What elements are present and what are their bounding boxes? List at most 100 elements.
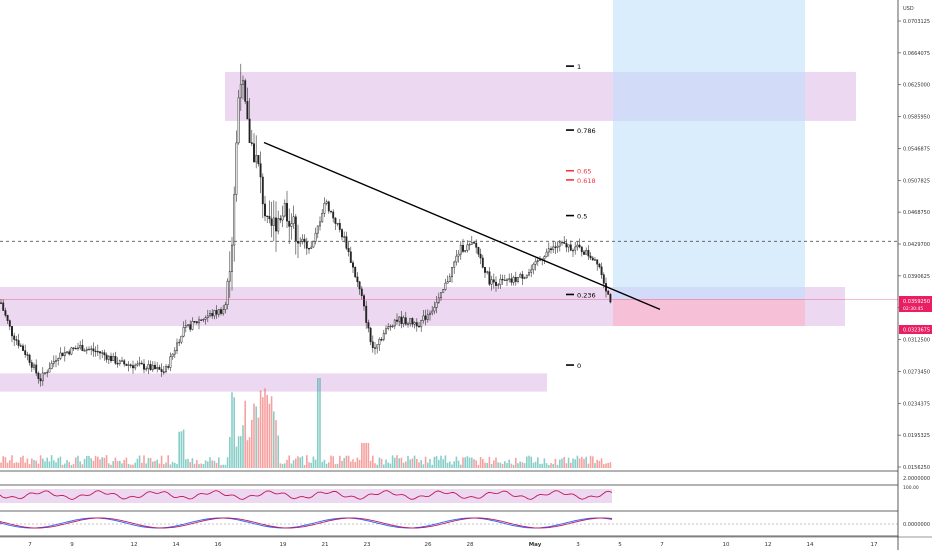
candle-body: [149, 364, 152, 371]
candle-body: [367, 322, 370, 329]
candle-body: [74, 348, 77, 350]
candle-body: [591, 257, 594, 261]
volume-bar: [605, 463, 607, 468]
candle-body: [15, 339, 18, 341]
volume-bar: [433, 456, 436, 468]
time-tick-label: 14: [807, 542, 814, 548]
candle-body: [349, 251, 352, 263]
volume-bar: [178, 431, 180, 468]
volume-bar: [119, 460, 121, 468]
fib-level-label: 1: [577, 63, 581, 71]
candle-body: [477, 247, 480, 255]
volume-bar: [405, 461, 407, 468]
price-axis-bg: [898, 0, 932, 550]
candle-body: [352, 262, 354, 268]
volume-bar: [160, 455, 163, 468]
price-tick-label: 0.0703125: [903, 19, 930, 25]
candle-body: [466, 244, 469, 251]
volume-bar: [28, 464, 31, 468]
candle-body: [468, 244, 471, 246]
volume-bar: [561, 458, 563, 468]
candle-body: [506, 279, 508, 281]
candle-body: [279, 218, 282, 221]
candle-body: [550, 248, 552, 251]
volume-bar: [24, 462, 26, 468]
volume-bar: [273, 411, 275, 468]
candle-body: [323, 203, 326, 214]
volume-bar: [444, 455, 447, 468]
volume-bar: [290, 463, 293, 468]
volume-bar: [394, 457, 396, 468]
volume-bar: [277, 435, 279, 468]
candle-body: [371, 341, 374, 348]
candle-body: [101, 352, 104, 354]
time-tick-label: 14: [173, 542, 180, 548]
candle-body: [552, 246, 555, 251]
volume-bar: [543, 458, 546, 468]
candle-body: [297, 241, 299, 244]
volume-bar: [158, 463, 161, 468]
volume-bar: [222, 464, 224, 468]
volume-bar: [510, 463, 513, 468]
volume-bar: [44, 461, 46, 468]
candle-body: [257, 155, 260, 164]
candle-body: [0, 302, 2, 304]
candle-body: [85, 348, 88, 351]
candle-body: [589, 255, 592, 259]
volume-bar: [356, 457, 359, 468]
volume-bar: [526, 456, 528, 468]
candle-body: [305, 241, 308, 249]
volume-bar: [156, 459, 158, 468]
volume-bar: [127, 463, 130, 468]
volume-bar: [345, 455, 348, 468]
candle-body: [2, 302, 5, 311]
volume-bar: [385, 459, 387, 468]
volume-bar: [132, 464, 134, 468]
candle-body: [420, 320, 423, 328]
candle-body: [411, 318, 414, 325]
candle-body: [66, 351, 68, 353]
candle-body: [55, 360, 57, 362]
candle-body: [281, 215, 284, 221]
zones-layer: [0, 0, 856, 392]
volume-bar: [185, 459, 187, 468]
volume-bar: [508, 459, 510, 468]
second-price-badge: [899, 325, 932, 334]
volume-bar: [572, 458, 574, 468]
volume-bar: [587, 463, 590, 468]
volume-bar: [453, 461, 455, 468]
volume-bar: [240, 436, 242, 468]
volume-bar: [501, 463, 504, 468]
candle-body: [431, 310, 434, 314]
candle-body: [147, 364, 150, 369]
volume-bar: [600, 458, 603, 468]
volume-bar: [541, 463, 543, 468]
candle-body: [169, 356, 172, 368]
volume-bar: [17, 462, 20, 468]
volume-bar: [598, 460, 601, 468]
candle-body: [228, 271, 231, 282]
volume-bar: [55, 462, 57, 468]
candle-body: [312, 241, 315, 248]
volume-bar: [6, 462, 9, 468]
candle-body: [231, 244, 233, 272]
volume-bar: [583, 458, 585, 468]
candle-body: [123, 360, 126, 365]
candle-body: [72, 347, 75, 349]
volume-bar: [594, 463, 596, 468]
candle-body: [292, 216, 295, 224]
volume-bar: [292, 460, 295, 468]
volume-bar: [530, 456, 532, 468]
candle-body: [404, 317, 407, 325]
candle-body: [543, 256, 546, 260]
volume-bar: [154, 461, 156, 468]
volume-bar: [422, 464, 425, 468]
volume-bar: [570, 462, 572, 468]
volume-bar: [270, 396, 273, 468]
candle-body: [235, 142, 238, 195]
candle-body: [609, 294, 612, 303]
price-tick-label: 0.0312500: [903, 338, 930, 344]
time-tick-label: May: [529, 542, 542, 548]
